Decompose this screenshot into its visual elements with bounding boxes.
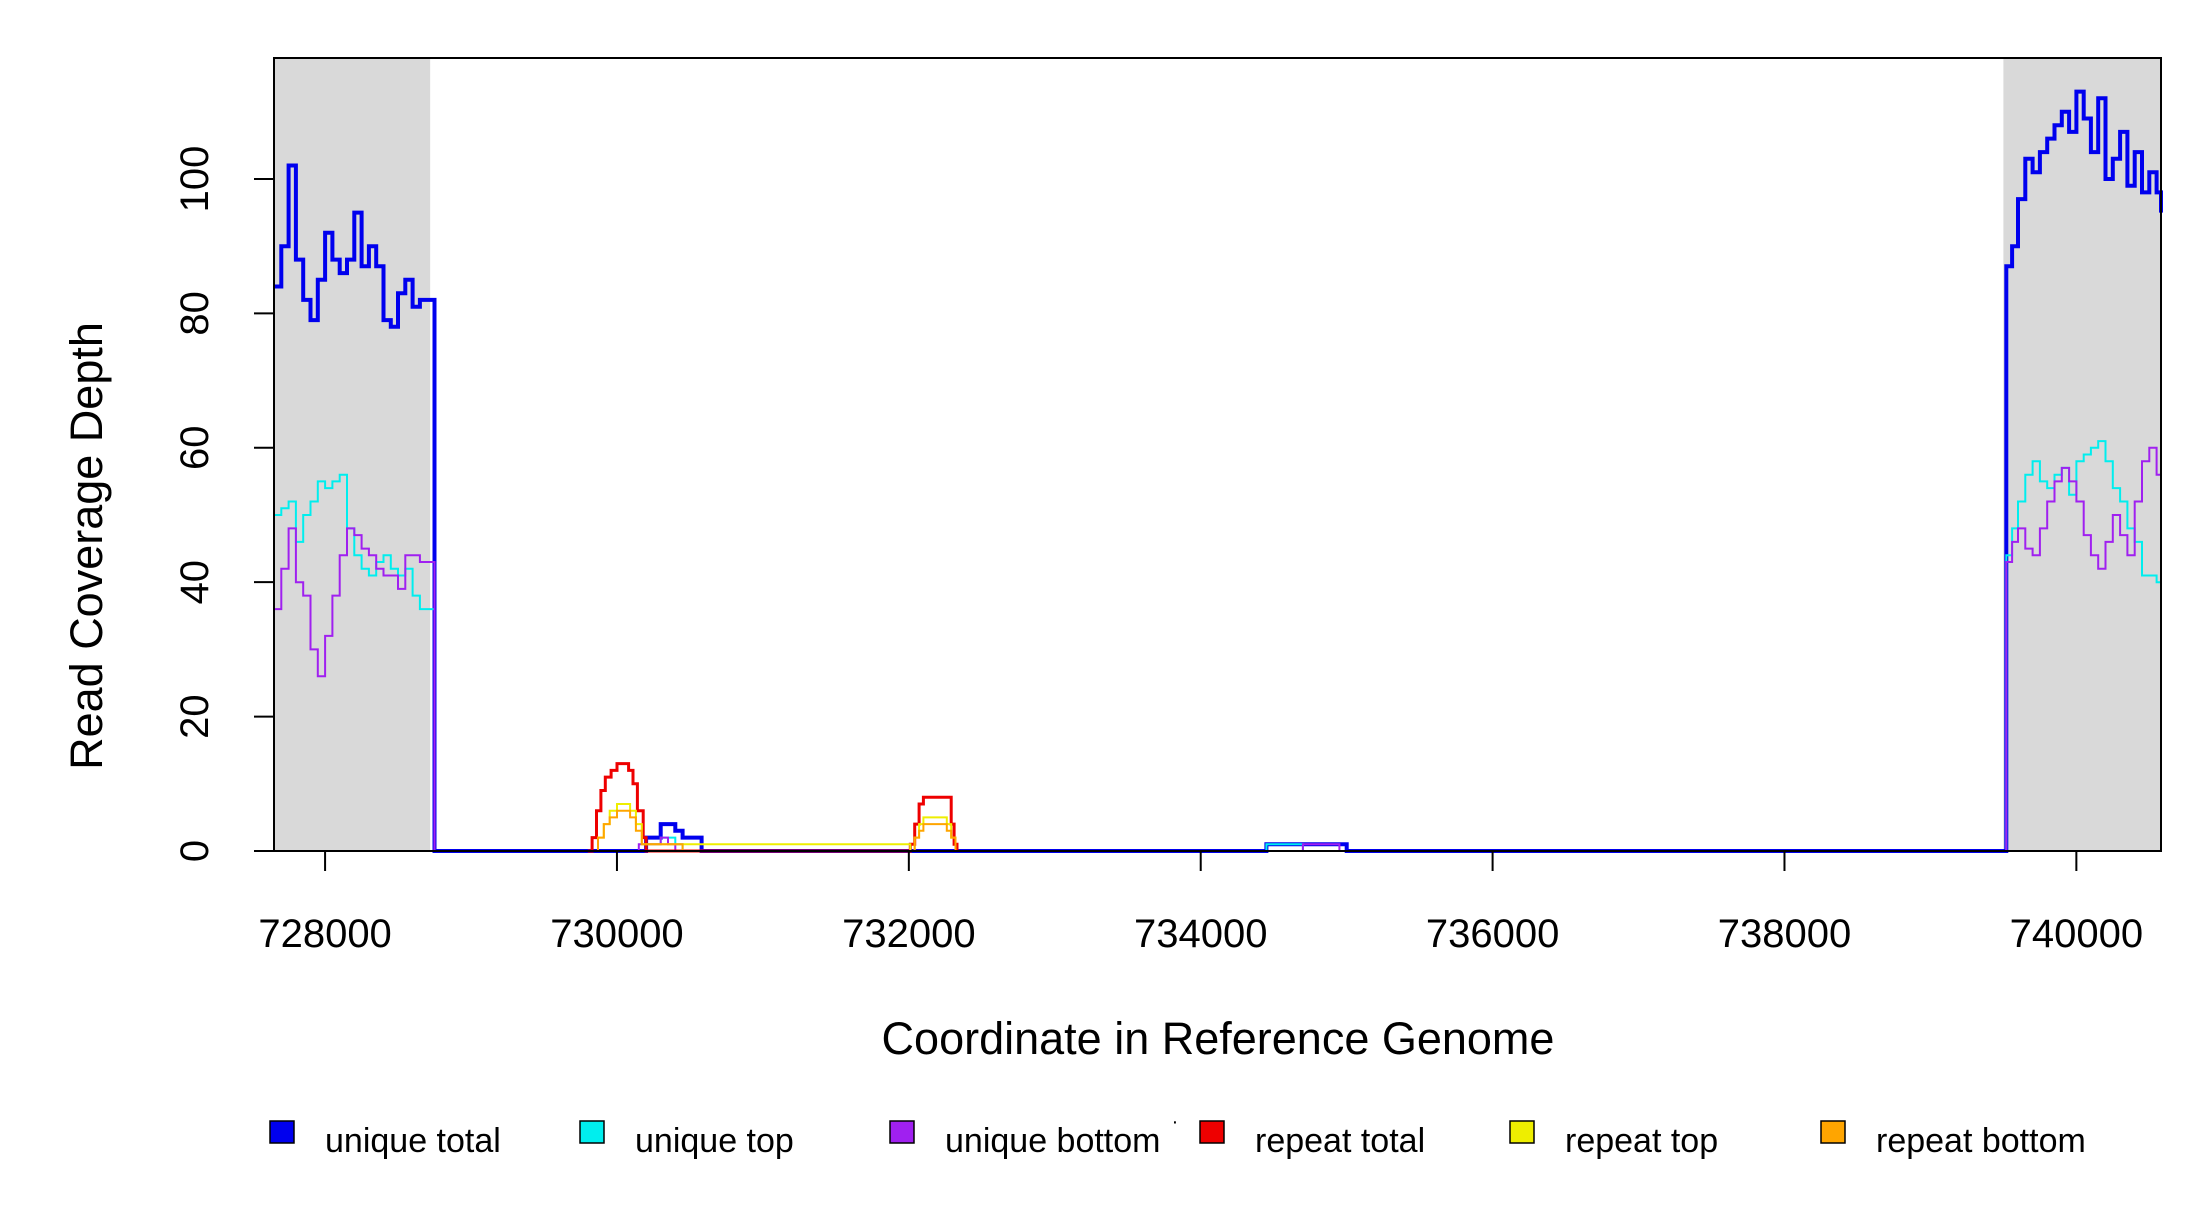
legend-label-unique-bottom: unique bottom	[945, 1122, 1161, 1160]
series-line-unique-total	[274, 89, 2163, 853]
shaded-regions	[274, 58, 2161, 851]
y-tick-label: 80	[173, 291, 217, 336]
shaded-region-0	[274, 58, 431, 851]
series-line-unique-bottom	[274, 446, 2162, 852]
legend: unique total unique top unique bottom repea…	[269, 1111, 2086, 1160]
y-tick-label: 40	[173, 560, 217, 605]
y-tick-label: 20	[173, 694, 217, 739]
legend-swatch-repeat-top	[1509, 1120, 1535, 1144]
legend-label-repeat-bottom: repeat bottom	[1876, 1122, 2086, 1160]
legend-label-unique-total: unique total	[325, 1122, 501, 1160]
series-line-repeat-bottom	[274, 809, 2161, 852]
plot-frame	[273, 57, 2162, 852]
x-tick-label: 736000	[1426, 912, 1559, 956]
legend-label-repeat-total: repeat total	[1255, 1122, 1425, 1160]
x-tick-label: 728000	[258, 912, 391, 956]
x-tick-label: 740000	[2010, 912, 2143, 956]
legend-swatch-unique-bottom	[889, 1120, 915, 1144]
legend-separator-mark: ·	[1172, 1111, 1179, 1133]
legend-swatch-repeat-total	[1199, 1120, 1225, 1144]
legend-swatch-unique-total	[269, 1120, 295, 1144]
x-axis-title: Coordinate in Reference Genome	[882, 1013, 1555, 1064]
x-axis: 728000 730000 732000 734000 736000 738000 7400…	[258, 850, 2143, 956]
legend-swatch-repeat-bottom	[1820, 1120, 1846, 1144]
shaded-region-1	[2003, 58, 2161, 851]
x-tick-label: 732000	[842, 912, 975, 956]
legend-label-repeat-top: repeat top	[1565, 1122, 1718, 1160]
y-axis-title: Read Coverage Depth	[61, 322, 112, 770]
y-tick-label: 0	[173, 840, 217, 862]
series-line-repeat-total	[587, 762, 959, 853]
y-tick-label: 100	[173, 146, 217, 213]
y-axis: 0 20 40 60 80 100	[173, 146, 275, 862]
series-line-unique-top	[274, 440, 2162, 852]
legend-swatch-unique-top	[579, 1120, 605, 1144]
x-tick-label: 734000	[1134, 912, 1267, 956]
x-tick-label: 730000	[550, 912, 683, 956]
y-tick-label: 60	[173, 426, 217, 471]
legend-label-unique-top: unique top	[635, 1122, 794, 1160]
x-tick-label: 738000	[1718, 912, 1851, 956]
series-lines	[274, 89, 2163, 853]
